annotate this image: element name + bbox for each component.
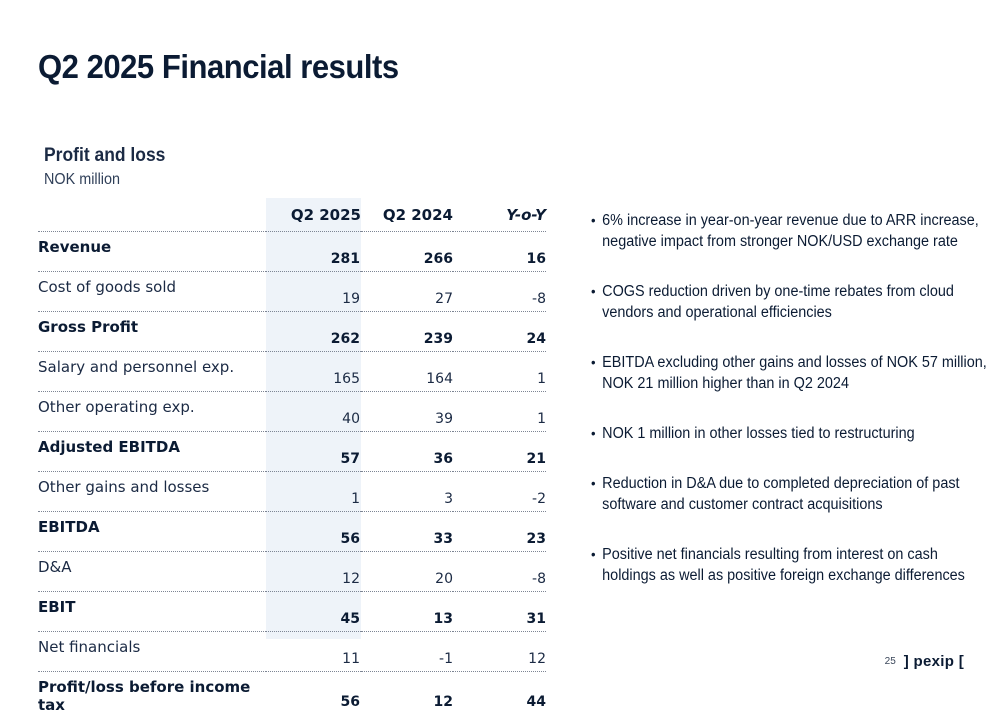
- cell-value: 45: [266, 592, 361, 632]
- row-label: Other gains and losses: [38, 472, 266, 512]
- cell-value: 24: [453, 312, 546, 352]
- table-row: Profit/loss before income tax 56 12 44: [38, 672, 546, 714]
- table-row: EBITDA 56 33 23: [38, 512, 546, 552]
- cell-value: 20: [361, 552, 453, 592]
- cell-value: 27: [361, 272, 453, 312]
- bullet-item: • NOK 1 million in other losses tied to r…: [591, 423, 993, 473]
- cell-value: 1: [266, 472, 361, 512]
- cell-value: 1: [453, 392, 546, 432]
- column-header: Q2 2025: [266, 198, 361, 232]
- cell-value: 165: [266, 352, 361, 392]
- cell-value: 13: [361, 592, 453, 632]
- cell-value: 31: [453, 592, 546, 632]
- row-label: Gross Profit: [38, 312, 266, 352]
- cell-value: 21: [453, 432, 546, 472]
- header-blank: [38, 198, 266, 232]
- cell-value: 44: [453, 672, 546, 714]
- bullet-item: • Reduction in D&A due to completed depre…: [591, 473, 993, 544]
- table-row: Other operating exp. 40 39 1: [38, 392, 546, 432]
- row-label: EBITDA: [38, 512, 266, 552]
- cell-value: 40: [266, 392, 361, 432]
- pexip-logo: ] pexip [: [904, 653, 964, 670]
- cell-value: -1: [361, 632, 453, 672]
- profit-and-loss-table: Q2 2025 Q2 2024 Y-o-Y Revenue 281 266 16…: [38, 198, 546, 714]
- slide-footer: 25 ] pexip [: [885, 653, 964, 670]
- cell-value: 262: [266, 312, 361, 352]
- bullet-dot-icon: •: [591, 473, 596, 494]
- bullet-text: Positive net financials resulting from i…: [602, 546, 965, 584]
- slide-title: Q2 2025 Financial results: [38, 48, 399, 86]
- bullet-dot-icon: •: [591, 423, 596, 444]
- cell-value: 56: [266, 512, 361, 552]
- bullet-item: • Positive net financials resulting from …: [591, 544, 993, 586]
- bullet-text: 6% increase in year-on-year revenue due …: [602, 212, 979, 250]
- row-label: Net financials: [38, 632, 266, 672]
- row-label: Salary and personnel exp.: [38, 352, 266, 392]
- cell-value: 33: [361, 512, 453, 552]
- bullet-text: Reduction in D&A due to completed deprec…: [602, 475, 959, 513]
- row-label: Cost of goods sold: [38, 272, 266, 312]
- cell-value: 164: [361, 352, 453, 392]
- cell-value: 1: [453, 352, 546, 392]
- row-label: Revenue: [38, 232, 266, 272]
- column-header: Q2 2024: [361, 198, 453, 232]
- cell-value: 16: [453, 232, 546, 272]
- row-label: D&A: [38, 552, 266, 592]
- cell-value: 239: [361, 312, 453, 352]
- cell-value: 12: [453, 632, 546, 672]
- cell-value: 281: [266, 232, 361, 272]
- cell-value: 57: [266, 432, 361, 472]
- row-label: Profit/loss before income tax: [38, 672, 266, 714]
- cell-value: -8: [453, 272, 546, 312]
- commentary-bullets: • 6% increase in year-on-year revenue due…: [591, 210, 981, 586]
- table-row: EBIT 45 13 31: [38, 592, 546, 632]
- table-row: D&A 12 20 -8: [38, 552, 546, 592]
- bullet-dot-icon: •: [591, 544, 596, 565]
- bullet-item: • COGS reduction driven by one-time rebat…: [591, 281, 993, 352]
- column-header: Y-o-Y: [453, 198, 546, 232]
- cell-value: 12: [266, 552, 361, 592]
- cell-value: 19: [266, 272, 361, 312]
- table-row: Gross Profit 262 239 24: [38, 312, 546, 352]
- table-row: Revenue 281 266 16: [38, 232, 546, 272]
- table-row: Cost of goods sold 19 27 -8: [38, 272, 546, 312]
- bullet-dot-icon: •: [591, 352, 596, 373]
- bullet-dot-icon: •: [591, 210, 596, 231]
- table-row: Adjusted EBITDA 57 36 21: [38, 432, 546, 472]
- bullet-dot-icon: •: [591, 281, 596, 302]
- row-label: Other operating exp.: [38, 392, 266, 432]
- cell-value: 11: [266, 632, 361, 672]
- bullet-item: • 6% increase in year-on-year revenue due…: [591, 210, 993, 281]
- cell-value: 3: [361, 472, 453, 512]
- cell-value: 36: [361, 432, 453, 472]
- bullet-text: EBITDA excluding other gains and losses …: [602, 354, 987, 392]
- cell-value: -2: [453, 472, 546, 512]
- section-subtitle: NOK million: [44, 171, 120, 189]
- section-title: Profit and loss: [44, 145, 165, 167]
- bullet-item: • EBITDA excluding other gains and losses…: [591, 352, 993, 423]
- cell-value: 23: [453, 512, 546, 552]
- table-row: Salary and personnel exp. 165 164 1: [38, 352, 546, 392]
- cell-value: -8: [453, 552, 546, 592]
- cell-value: 12: [361, 672, 453, 714]
- cell-value: 39: [361, 392, 453, 432]
- cell-value: 266: [361, 232, 453, 272]
- row-label: Adjusted EBITDA: [38, 432, 266, 472]
- bullet-text: NOK 1 million in other losses tied to re…: [602, 425, 914, 442]
- row-label: EBIT: [38, 592, 266, 632]
- table-header-row: Q2 2025 Q2 2024 Y-o-Y: [38, 198, 546, 232]
- table-row: Other gains and losses 1 3 -2: [38, 472, 546, 512]
- bullet-text: COGS reduction driven by one-time rebate…: [602, 283, 954, 321]
- cell-value: 56: [266, 672, 361, 714]
- table-row: Net financials 11 -1 12: [38, 632, 546, 672]
- page-number: 25: [885, 656, 896, 667]
